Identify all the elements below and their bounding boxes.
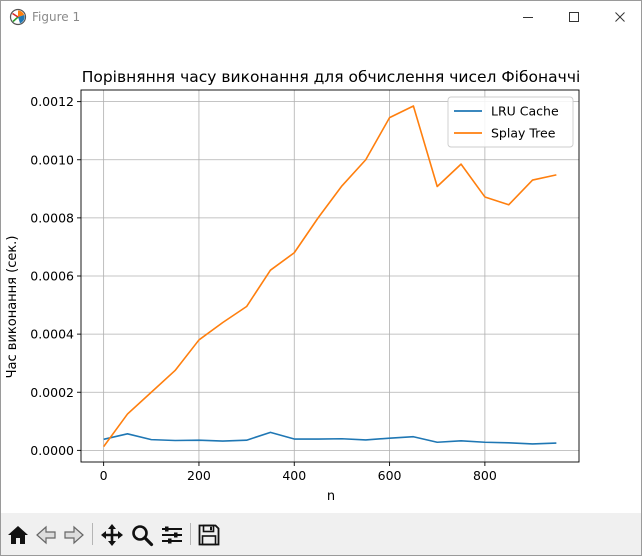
- minimize-button[interactable]: [505, 1, 551, 33]
- legend-box: [447, 96, 574, 148]
- subplots-button[interactable]: [159, 522, 185, 548]
- title-bar[interactable]: Figure 1: [1, 1, 641, 33]
- close-button[interactable]: [597, 1, 642, 33]
- x-tick-label: 400: [282, 468, 306, 483]
- x-tick-label: 600: [378, 468, 402, 483]
- zoom-magnifier-icon: [132, 525, 154, 547]
- zoom-button[interactable]: [129, 522, 155, 548]
- x-tick-label: 200: [187, 468, 211, 483]
- maximize-button[interactable]: [551, 1, 597, 33]
- save-button[interactable]: [196, 522, 222, 548]
- legend: LRU Cache Splay Tree: [447, 96, 574, 148]
- forward-button[interactable]: [61, 522, 87, 548]
- legend-label: LRU Cache: [491, 104, 559, 119]
- back-button[interactable]: [33, 522, 59, 548]
- y-tick-label: 0.0000: [30, 443, 74, 458]
- y-tick-label: 0.0006: [30, 269, 74, 284]
- plot-canvas[interactable]: 0 200 400 600 800 0.0000 0.0002 0.0004 0.0006 0.0…: [1, 33, 641, 513]
- x-tick-label: 0: [100, 468, 108, 483]
- subplots-config-icon: [162, 526, 182, 544]
- x-axis-label: n: [327, 489, 335, 504]
- chart-title: Порівняння часу виконання для обчислення…: [82, 68, 581, 86]
- y-tick-label: 0.0008: [30, 210, 74, 225]
- pan-button[interactable]: [99, 522, 125, 548]
- save-floppy-icon: [198, 524, 220, 546]
- series-line-lru-cache: [103, 431, 557, 445]
- home-icon: [8, 526, 28, 544]
- y-tick-label: 0.0012: [30, 94, 74, 109]
- x-tick-label: 800: [473, 468, 497, 483]
- maximize-icon: [569, 12, 579, 22]
- y-axis-label: Час виконання (сек.): [5, 236, 20, 379]
- forward-arrow-icon: [64, 525, 84, 545]
- close-icon: [615, 12, 625, 22]
- home-button[interactable]: [5, 522, 31, 548]
- toolbar-separator: [92, 523, 93, 545]
- line-chart: 0 200 400 600 800 0.0000 0.0002 0.0004 0.0006 0.0…: [5, 68, 581, 504]
- navigation-toolbar: [1, 513, 641, 555]
- toolbar-separator: [190, 523, 191, 545]
- y-tick-label: 0.0002: [30, 385, 74, 400]
- window-title: Figure 1: [32, 10, 81, 24]
- matplotlib-figure-icon: [9, 8, 27, 26]
- y-tick-label: 0.0010: [30, 152, 74, 167]
- back-arrow-icon: [36, 525, 56, 545]
- pan-move-icon: [101, 524, 123, 546]
- y-tick-label: 0.0004: [30, 327, 74, 342]
- legend-label: Splay Tree: [491, 126, 556, 141]
- series-line-splay-tree: [102, 105, 557, 448]
- minimize-icon: [523, 17, 533, 18]
